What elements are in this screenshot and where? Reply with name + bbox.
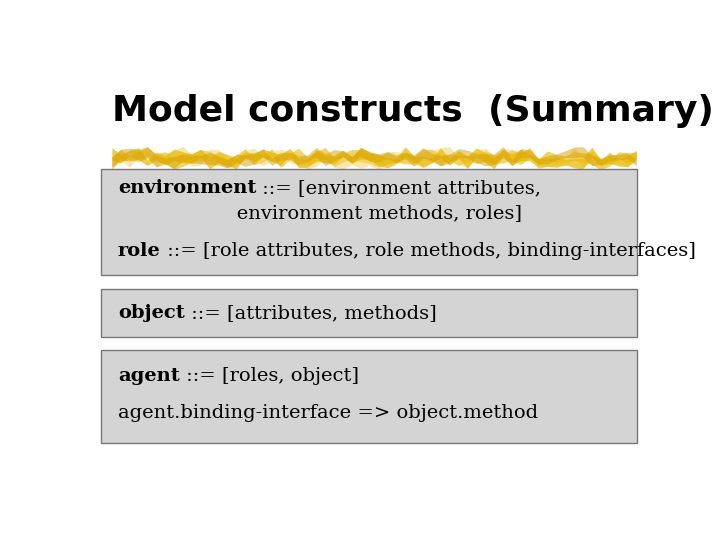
Polygon shape bbox=[112, 147, 637, 170]
Text: ::= [roles, object]: ::= [roles, object] bbox=[180, 367, 359, 385]
Polygon shape bbox=[112, 147, 637, 170]
Polygon shape bbox=[112, 148, 637, 170]
Text: agent: agent bbox=[118, 367, 180, 385]
FancyBboxPatch shape bbox=[101, 168, 637, 275]
Text: Model constructs  (Summary): Model constructs (Summary) bbox=[112, 94, 714, 128]
Polygon shape bbox=[112, 147, 637, 168]
Text: ::= [attributes, methods]: ::= [attributes, methods] bbox=[184, 304, 436, 322]
Text: environment: environment bbox=[118, 179, 256, 197]
Text: ::= [role attributes, role methods, binding-interfaces]: ::= [role attributes, role methods, bind… bbox=[161, 242, 696, 260]
Text: environment methods, roles]: environment methods, roles] bbox=[118, 204, 522, 222]
Text: role: role bbox=[118, 242, 161, 260]
Text: object: object bbox=[118, 304, 184, 322]
FancyBboxPatch shape bbox=[101, 289, 637, 337]
FancyBboxPatch shape bbox=[101, 349, 637, 443]
Text: agent.binding-interface => object.method: agent.binding-interface => object.method bbox=[118, 404, 538, 422]
Text: ::= [environment attributes,: ::= [environment attributes, bbox=[256, 179, 541, 197]
